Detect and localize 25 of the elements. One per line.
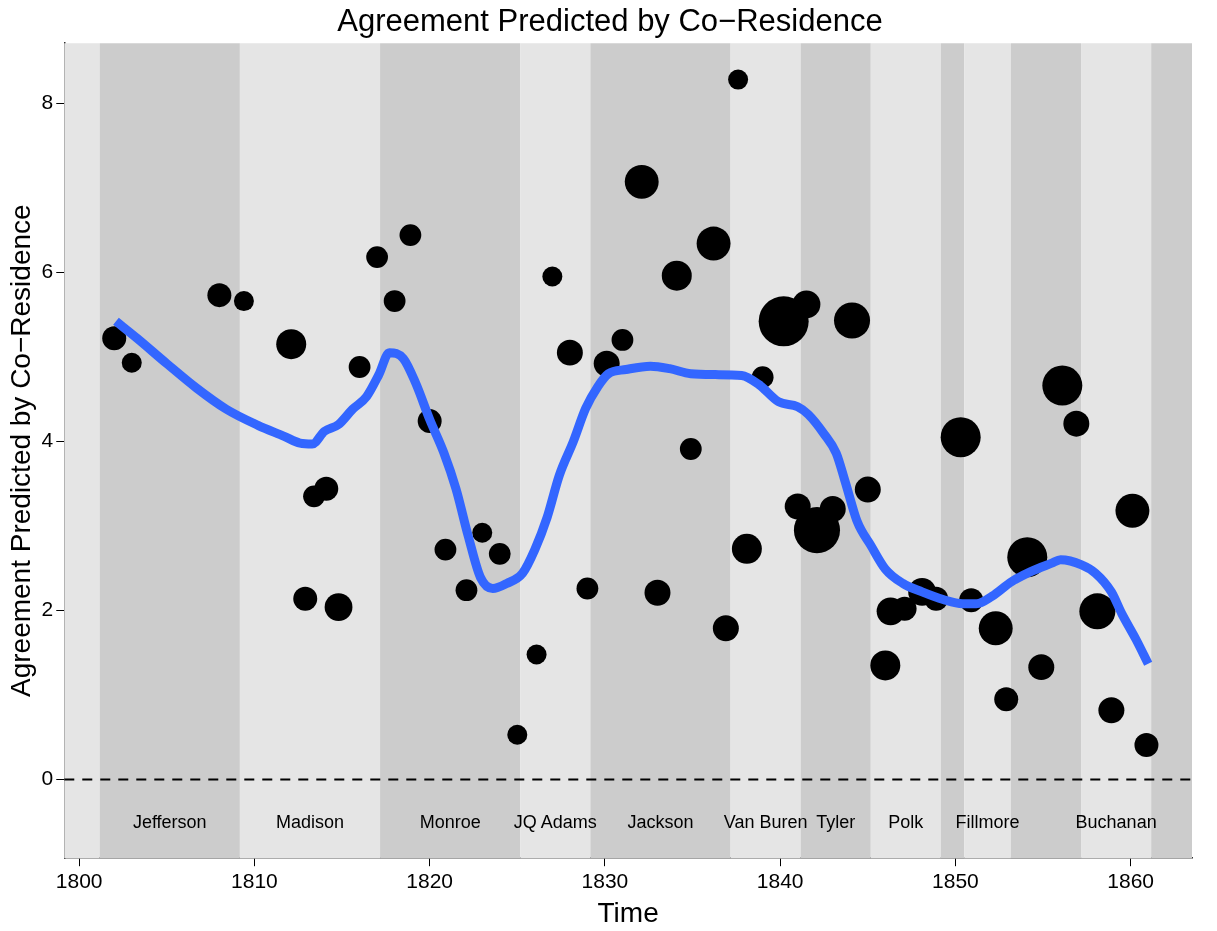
x-axis-title: Time [597,896,659,928]
band-label: Buchanan [1075,812,1157,833]
y-tick-label: 4 [41,428,54,452]
x-tick-label: 1860 [1107,868,1155,892]
band-label: Jefferson [132,812,207,833]
x-tick-label: 1820 [406,868,454,892]
x-tick-label: 1830 [581,868,629,892]
y-tick-label: 0 [41,766,54,790]
x-tick-label: 1850 [932,868,979,892]
x-tick-label: 1840 [756,868,804,892]
band-label: Fillmore [955,812,1020,833]
y-tick-label: 6 [41,259,54,283]
y-tick-label: 8 [41,90,54,114]
x-tick-label: 1800 [55,868,103,892]
x-tick-label: 1810 [231,868,278,892]
y-axis-title: Agreement Predicted by Co−Residence [4,204,36,698]
band-label: JQ Adams [513,812,597,833]
band-label: Monroe [419,812,481,833]
band-label: Madison [275,812,344,833]
band-label: Van Buren [723,812,808,833]
band-label: Tyler [816,812,856,833]
band-label: Polk [888,812,925,833]
band-label: Jackson [627,812,694,833]
chart-title: Agreement Predicted by Co−Residence [337,3,883,39]
y-tick-label: 2 [41,597,54,621]
